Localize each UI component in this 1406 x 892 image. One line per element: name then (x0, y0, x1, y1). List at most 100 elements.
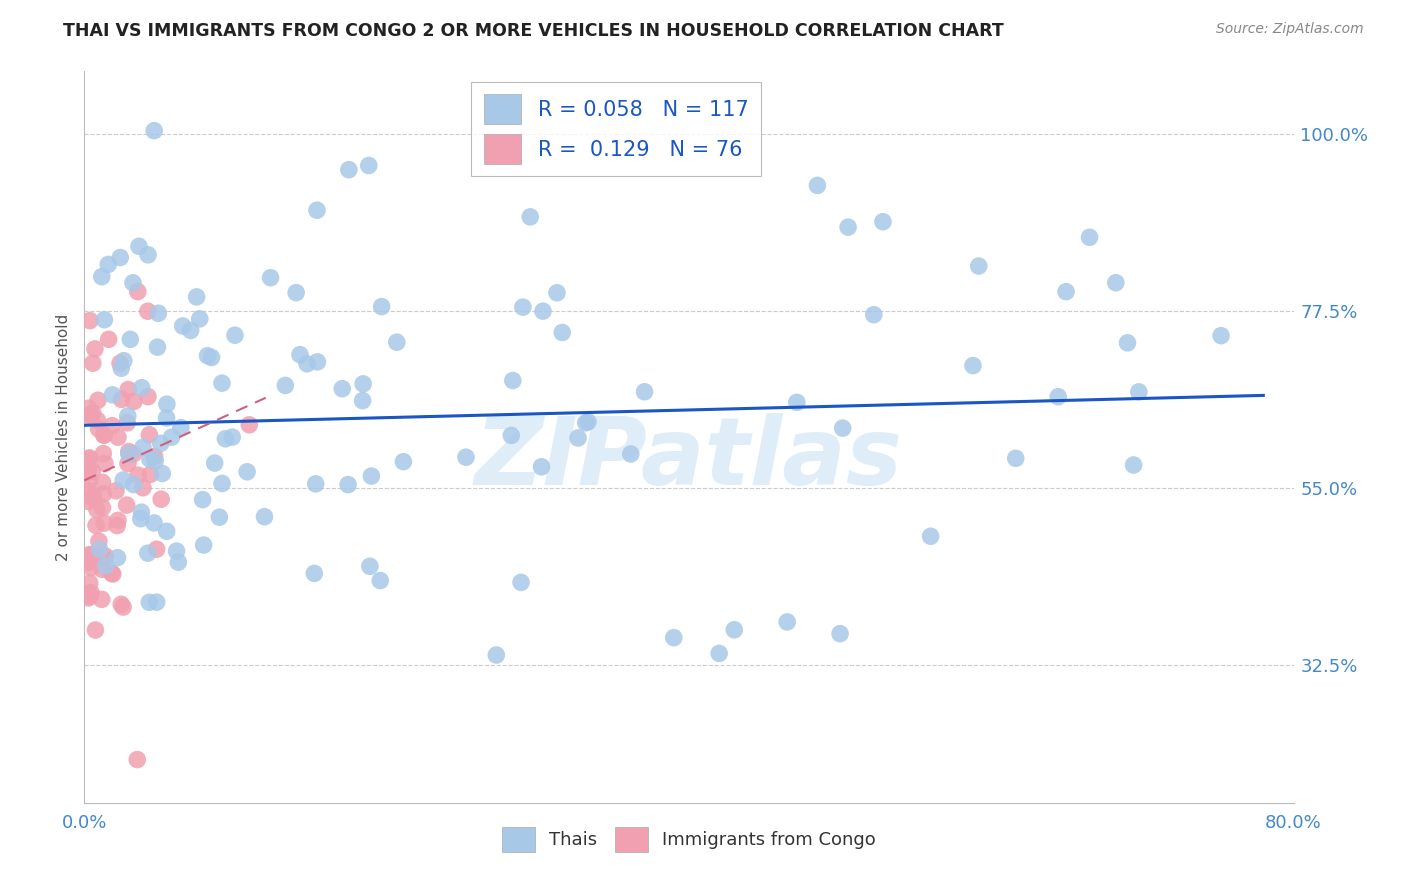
Point (108, 356, 131, 370)
Point (274, 378, 297, 392)
Point (136, 248, 159, 262)
Point (97, 332, 120, 346)
Point (370, 300, 392, 314)
Point (93, 312, 115, 326)
Point (122, 394, 145, 409)
Point (136, 390, 159, 404)
Point (633, 384, 655, 399)
Point (830, 626, 852, 640)
Point (77, 461, 100, 475)
Point (224, 328, 246, 343)
Point (200, 351, 222, 365)
Point (502, 374, 524, 388)
Point (337, 477, 360, 491)
Point (146, 340, 169, 354)
Point (91, 562, 114, 576)
Point (530, 459, 553, 474)
Point (259, 270, 281, 285)
Point (118, 447, 141, 461)
Point (79, 450, 101, 465)
Point (90, 269, 112, 284)
Point (1105, 276, 1128, 290)
Point (485, 648, 508, 662)
Point (105, 518, 128, 533)
Point (186, 290, 208, 304)
Point (131, 505, 153, 519)
Point (87, 393, 110, 408)
Point (112, 473, 135, 487)
Point (662, 631, 685, 645)
Point (93, 516, 115, 530)
Point (94, 558, 117, 573)
Point (519, 210, 541, 224)
Point (136, 304, 159, 318)
Point (188, 311, 211, 326)
Point (128, 239, 150, 253)
Point (170, 420, 193, 434)
Text: ZIPatlas: ZIPatlas (475, 413, 903, 505)
Point (145, 595, 167, 609)
Point (145, 542, 167, 557)
Point (512, 300, 534, 314)
Point (132, 440, 155, 454)
Point (77, 553, 100, 567)
Point (285, 285, 308, 300)
Point (150, 467, 173, 481)
Point (76, 466, 98, 480)
Point (127, 753, 149, 767)
Point (221, 430, 243, 444)
Point (304, 566, 326, 581)
Point (197, 349, 219, 363)
Point (79, 548, 101, 562)
Point (143, 516, 166, 530)
Point (359, 559, 381, 574)
Point (967, 259, 990, 273)
Point (80, 548, 103, 562)
Point (122, 477, 145, 491)
Point (454, 450, 477, 465)
Point (620, 447, 643, 461)
Point (110, 361, 132, 376)
Point (156, 397, 179, 411)
Point (122, 447, 145, 461)
Point (86, 413, 108, 427)
Point (112, 600, 135, 615)
Point (723, 623, 745, 637)
Point (84, 623, 107, 637)
Point (79, 589, 101, 603)
Point (77, 401, 100, 416)
Point (501, 428, 523, 442)
Point (288, 348, 311, 362)
Point (80, 585, 103, 599)
Point (214, 432, 236, 446)
Point (110, 392, 132, 407)
Point (295, 357, 318, 371)
Point (143, 450, 166, 464)
Point (118, 444, 141, 458)
Point (83, 489, 105, 503)
Point (385, 335, 408, 350)
Point (139, 452, 162, 467)
Point (91, 475, 114, 490)
Point (80, 560, 103, 574)
Point (368, 574, 391, 588)
Point (357, 159, 380, 173)
Point (806, 178, 828, 193)
Point (107, 513, 129, 527)
Point (330, 382, 353, 396)
Point (101, 566, 124, 581)
Point (79, 313, 101, 327)
Point (138, 595, 160, 609)
Point (576, 415, 599, 429)
Point (211, 376, 233, 391)
Point (546, 285, 568, 300)
Point (93, 428, 115, 442)
Point (117, 409, 139, 423)
Point (211, 476, 233, 491)
Y-axis label: 2 or more Vehicles in Household: 2 or more Vehicles in Household (56, 313, 72, 561)
Point (139, 467, 162, 482)
Point (236, 465, 259, 479)
Point (352, 393, 374, 408)
Point (93, 551, 115, 566)
Point (115, 416, 138, 430)
